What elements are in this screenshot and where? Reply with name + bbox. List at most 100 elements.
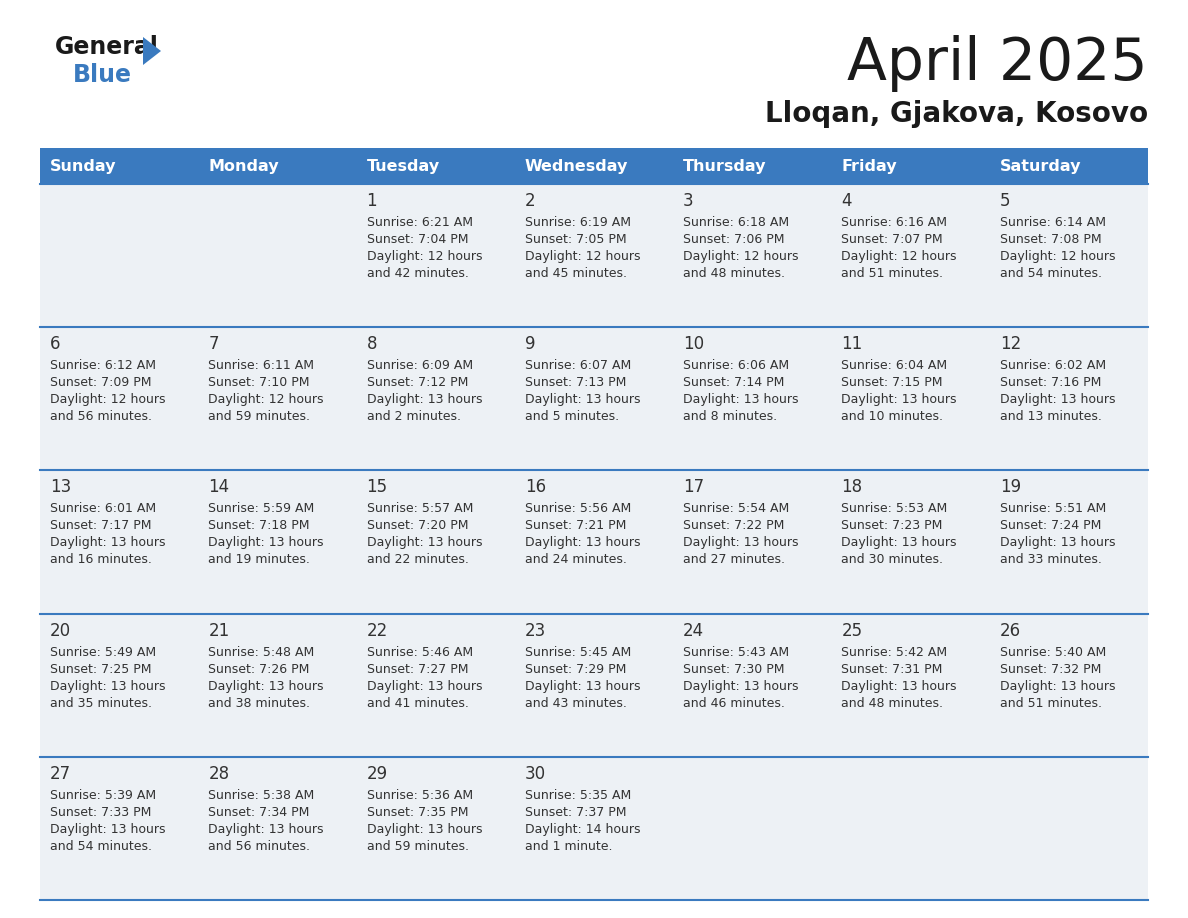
Text: Sunrise: 5:54 AM: Sunrise: 5:54 AM: [683, 502, 789, 515]
Bar: [40, 756, 1148, 900]
Text: 26: 26: [1000, 621, 1020, 640]
Text: Sunrise: 6:16 AM: Sunrise: 6:16 AM: [841, 216, 947, 229]
Text: Sunrise: 5:53 AM: Sunrise: 5:53 AM: [841, 502, 948, 515]
Text: and 51 minutes.: and 51 minutes.: [1000, 697, 1101, 710]
Text: Daylight: 12 hours: Daylight: 12 hours: [50, 393, 165, 406]
Text: Sunrise: 6:02 AM: Sunrise: 6:02 AM: [1000, 359, 1106, 372]
Text: Sunrise: 6:12 AM: Sunrise: 6:12 AM: [50, 359, 156, 372]
Text: and 54 minutes.: and 54 minutes.: [1000, 267, 1101, 280]
Text: Sunset: 7:20 PM: Sunset: 7:20 PM: [367, 520, 468, 532]
Text: Sunset: 7:16 PM: Sunset: 7:16 PM: [1000, 376, 1101, 389]
Text: 27: 27: [50, 765, 71, 783]
Text: 20: 20: [50, 621, 71, 640]
Text: 18: 18: [841, 478, 862, 497]
Text: 19: 19: [1000, 478, 1020, 497]
Text: Daylight: 13 hours: Daylight: 13 hours: [683, 679, 798, 692]
Text: Wednesday: Wednesday: [525, 159, 628, 174]
Text: Sunset: 7:14 PM: Sunset: 7:14 PM: [683, 376, 784, 389]
Bar: [40, 184, 1148, 327]
Text: Sunset: 7:26 PM: Sunset: 7:26 PM: [208, 663, 310, 676]
Text: Daylight: 12 hours: Daylight: 12 hours: [208, 393, 324, 406]
Text: Daylight: 13 hours: Daylight: 13 hours: [367, 679, 482, 692]
Text: Sunrise: 6:19 AM: Sunrise: 6:19 AM: [525, 216, 631, 229]
Text: and 5 minutes.: and 5 minutes.: [525, 410, 619, 423]
Text: and 1 minute.: and 1 minute.: [525, 840, 612, 853]
Text: 2: 2: [525, 192, 536, 210]
Text: Sunrise: 5:39 AM: Sunrise: 5:39 AM: [50, 789, 156, 801]
Text: Monday: Monday: [208, 159, 279, 174]
Text: Sunset: 7:07 PM: Sunset: 7:07 PM: [841, 233, 943, 246]
Text: General: General: [55, 35, 159, 59]
Text: and 10 minutes.: and 10 minutes.: [841, 410, 943, 423]
Text: Sunset: 7:32 PM: Sunset: 7:32 PM: [1000, 663, 1101, 676]
Text: Blue: Blue: [72, 63, 132, 87]
Text: Daylight: 13 hours: Daylight: 13 hours: [525, 536, 640, 549]
Text: Sunrise: 5:57 AM: Sunrise: 5:57 AM: [367, 502, 473, 515]
Text: 10: 10: [683, 335, 704, 353]
Text: Daylight: 13 hours: Daylight: 13 hours: [367, 393, 482, 406]
Text: Sunrise: 6:18 AM: Sunrise: 6:18 AM: [683, 216, 789, 229]
Text: and 27 minutes.: and 27 minutes.: [683, 554, 785, 566]
Text: and 48 minutes.: and 48 minutes.: [683, 267, 785, 280]
Text: Sunset: 7:04 PM: Sunset: 7:04 PM: [367, 233, 468, 246]
Text: Tuesday: Tuesday: [367, 159, 440, 174]
Text: Sunrise: 5:43 AM: Sunrise: 5:43 AM: [683, 645, 789, 658]
Text: Daylight: 13 hours: Daylight: 13 hours: [367, 823, 482, 835]
Text: Sunset: 7:12 PM: Sunset: 7:12 PM: [367, 376, 468, 389]
Bar: [514, 148, 674, 184]
Text: 8: 8: [367, 335, 377, 353]
Text: 28: 28: [208, 765, 229, 783]
Text: and 33 minutes.: and 33 minutes.: [1000, 554, 1101, 566]
Text: April 2025: April 2025: [847, 35, 1148, 92]
Text: 25: 25: [841, 621, 862, 640]
Text: Sunrise: 6:01 AM: Sunrise: 6:01 AM: [50, 502, 156, 515]
Text: and 56 minutes.: and 56 minutes.: [50, 410, 152, 423]
Text: and 56 minutes.: and 56 minutes.: [208, 840, 310, 853]
Text: Sunset: 7:10 PM: Sunset: 7:10 PM: [208, 376, 310, 389]
Text: Sunset: 7:21 PM: Sunset: 7:21 PM: [525, 520, 626, 532]
Text: Sunset: 7:05 PM: Sunset: 7:05 PM: [525, 233, 626, 246]
Text: Sunset: 7:27 PM: Sunset: 7:27 PM: [367, 663, 468, 676]
Text: Sunrise: 5:35 AM: Sunrise: 5:35 AM: [525, 789, 631, 801]
Text: Sunrise: 5:59 AM: Sunrise: 5:59 AM: [208, 502, 315, 515]
Text: Daylight: 13 hours: Daylight: 13 hours: [367, 536, 482, 549]
Text: and 30 minutes.: and 30 minutes.: [841, 554, 943, 566]
Text: Daylight: 13 hours: Daylight: 13 hours: [525, 679, 640, 692]
Text: Sunrise: 6:14 AM: Sunrise: 6:14 AM: [1000, 216, 1106, 229]
Text: Sunrise: 5:46 AM: Sunrise: 5:46 AM: [367, 645, 473, 658]
Text: Sunset: 7:08 PM: Sunset: 7:08 PM: [1000, 233, 1101, 246]
Text: Sunset: 7:37 PM: Sunset: 7:37 PM: [525, 806, 626, 819]
Text: and 8 minutes.: and 8 minutes.: [683, 410, 777, 423]
Text: 15: 15: [367, 478, 387, 497]
Text: Daylight: 13 hours: Daylight: 13 hours: [1000, 679, 1116, 692]
Text: Daylight: 13 hours: Daylight: 13 hours: [683, 536, 798, 549]
Text: Sunset: 7:31 PM: Sunset: 7:31 PM: [841, 663, 943, 676]
Text: 12: 12: [1000, 335, 1020, 353]
Text: Sunrise: 5:38 AM: Sunrise: 5:38 AM: [208, 789, 315, 801]
Text: Sunrise: 5:56 AM: Sunrise: 5:56 AM: [525, 502, 631, 515]
Text: Daylight: 12 hours: Daylight: 12 hours: [841, 250, 956, 263]
Text: 6: 6: [50, 335, 61, 353]
Text: and 59 minutes.: and 59 minutes.: [208, 410, 310, 423]
Text: Thursday: Thursday: [683, 159, 766, 174]
Text: Daylight: 12 hours: Daylight: 12 hours: [1000, 250, 1116, 263]
Text: and 13 minutes.: and 13 minutes.: [1000, 410, 1101, 423]
Text: and 45 minutes.: and 45 minutes.: [525, 267, 627, 280]
Text: Saturday: Saturday: [1000, 159, 1081, 174]
Text: 14: 14: [208, 478, 229, 497]
Text: 3: 3: [683, 192, 694, 210]
Text: Daylight: 14 hours: Daylight: 14 hours: [525, 823, 640, 835]
Text: and 19 minutes.: and 19 minutes.: [208, 554, 310, 566]
Bar: [40, 148, 198, 184]
Text: Sunrise: 6:21 AM: Sunrise: 6:21 AM: [367, 216, 473, 229]
Text: and 43 minutes.: and 43 minutes.: [525, 697, 627, 710]
Text: and 16 minutes.: and 16 minutes.: [50, 554, 152, 566]
Text: Daylight: 13 hours: Daylight: 13 hours: [841, 536, 956, 549]
Text: and 24 minutes.: and 24 minutes.: [525, 554, 627, 566]
Text: Daylight: 13 hours: Daylight: 13 hours: [208, 823, 324, 835]
Text: and 22 minutes.: and 22 minutes.: [367, 554, 468, 566]
Text: 30: 30: [525, 765, 546, 783]
Text: 11: 11: [841, 335, 862, 353]
Text: Sunset: 7:17 PM: Sunset: 7:17 PM: [50, 520, 152, 532]
Text: Daylight: 12 hours: Daylight: 12 hours: [367, 250, 482, 263]
